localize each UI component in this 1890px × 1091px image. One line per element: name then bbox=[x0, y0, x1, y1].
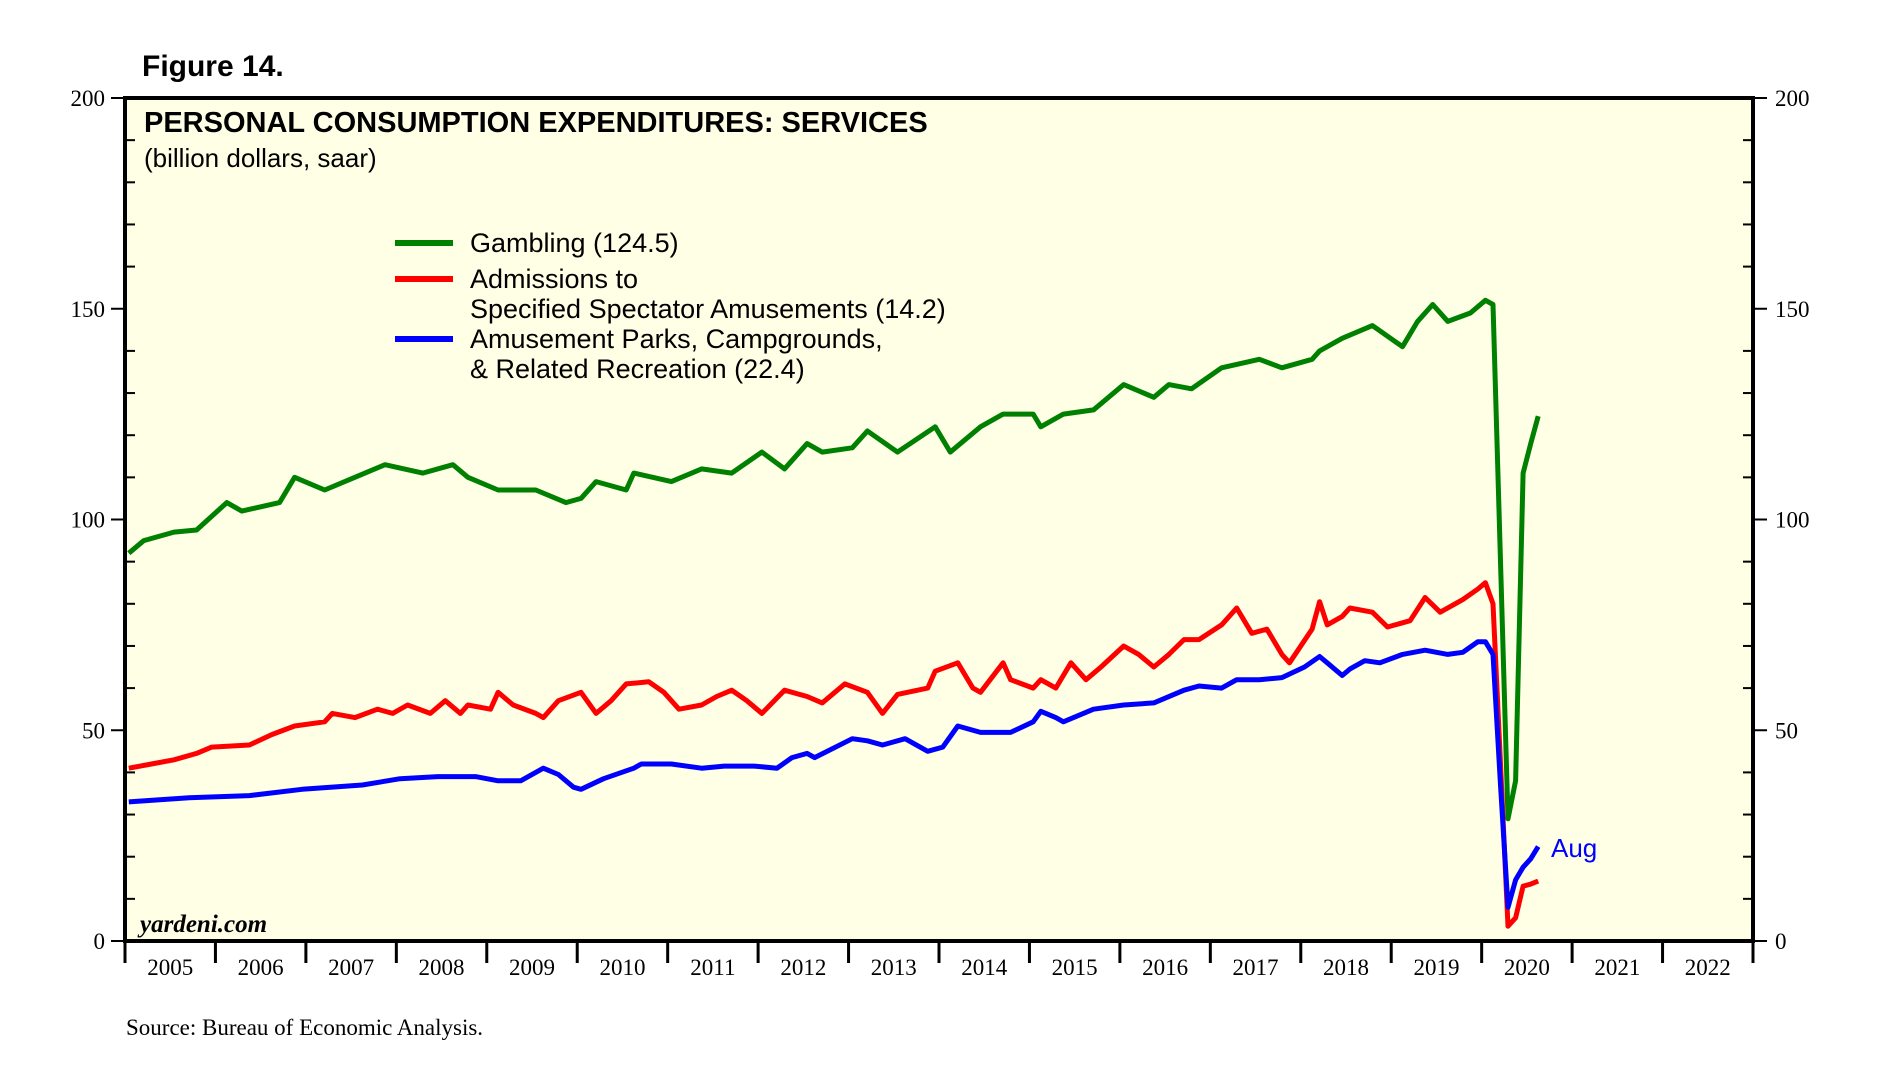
legend-label-admissions-2: Specified Spectator Amusements (14.2) bbox=[470, 294, 946, 324]
y-tick-label-right: 50 bbox=[1775, 718, 1798, 743]
y-tick-label-left: 0 bbox=[94, 929, 106, 954]
watermark: yardeni.com bbox=[137, 911, 267, 938]
y-tick-label-left: 200 bbox=[71, 86, 106, 111]
y-tick-label-left: 150 bbox=[71, 297, 106, 322]
y-tick-label-right: 150 bbox=[1775, 297, 1810, 322]
y-tick-label-right: 0 bbox=[1775, 929, 1787, 954]
x-tick-label: 2006 bbox=[238, 955, 284, 980]
y-tick-label-right: 200 bbox=[1775, 86, 1810, 111]
series-line-0 bbox=[127, 297, 1541, 822]
y-axis-labels: 0 0 50 50 100 100 150 150 200 200 bbox=[71, 86, 1810, 954]
x-tick-label: 2021 bbox=[1594, 955, 1640, 980]
plot-frame bbox=[123, 96, 1755, 943]
x-tick-label: 2009 bbox=[509, 955, 555, 980]
y-tick-label-left: 50 bbox=[82, 718, 105, 743]
x-tick-label: 2007 bbox=[328, 955, 374, 980]
x-tick-label: 2014 bbox=[961, 955, 1008, 980]
x-tick-label: 2017 bbox=[1233, 955, 1279, 980]
x-tick-label: 2019 bbox=[1413, 955, 1459, 980]
x-tick-label: 2005 bbox=[147, 955, 193, 980]
annotation-aug: Aug bbox=[1551, 833, 1597, 863]
x-tick-label: 2008 bbox=[419, 955, 465, 980]
legend-label-amusement-parks-1: Amusement Parks, Campgrounds, bbox=[470, 324, 883, 354]
series-line-2 bbox=[128, 639, 1541, 910]
legend-label-amusement-parks-2: & Related Recreation (22.4) bbox=[470, 354, 805, 384]
x-tick-label: 2018 bbox=[1323, 955, 1369, 980]
x-tick-label: 2020 bbox=[1504, 955, 1550, 980]
y-tick-label-left: 100 bbox=[71, 508, 106, 533]
x-tick-label: 2011 bbox=[690, 955, 735, 980]
x-tick-label: 2016 bbox=[1142, 955, 1188, 980]
x-tick-label: 2010 bbox=[599, 955, 645, 980]
series-lines bbox=[127, 297, 1541, 929]
legend-label-gambling: Gambling (124.5) bbox=[470, 228, 679, 258]
series-line-1 bbox=[128, 580, 1540, 929]
x-tick-label: 2015 bbox=[1052, 955, 1098, 980]
chart-title: PERSONAL CONSUMPTION EXPENDITURES: SERVI… bbox=[144, 107, 928, 139]
chart-subtitle: (billion dollars, saar) bbox=[144, 143, 377, 173]
x-tick-label: 2012 bbox=[780, 955, 826, 980]
x-tick-label: 2013 bbox=[871, 955, 917, 980]
figure-label: Figure 14. bbox=[142, 50, 284, 83]
x-axis-labels: 2005 2006 2007 2008 2009 2010 2011 2012 2013 2014… bbox=[147, 955, 1731, 980]
source-note: Source: Bureau of Economic Analysis. bbox=[126, 1015, 483, 1040]
plot-area bbox=[125, 98, 1753, 941]
legend-label-admissions-1: Admissions to bbox=[470, 264, 638, 294]
x-tick-label: 2022 bbox=[1685, 955, 1731, 980]
legend: Gambling (124.5) Admissions to Specified… bbox=[395, 228, 946, 384]
y-tick-label-right: 100 bbox=[1775, 508, 1810, 533]
